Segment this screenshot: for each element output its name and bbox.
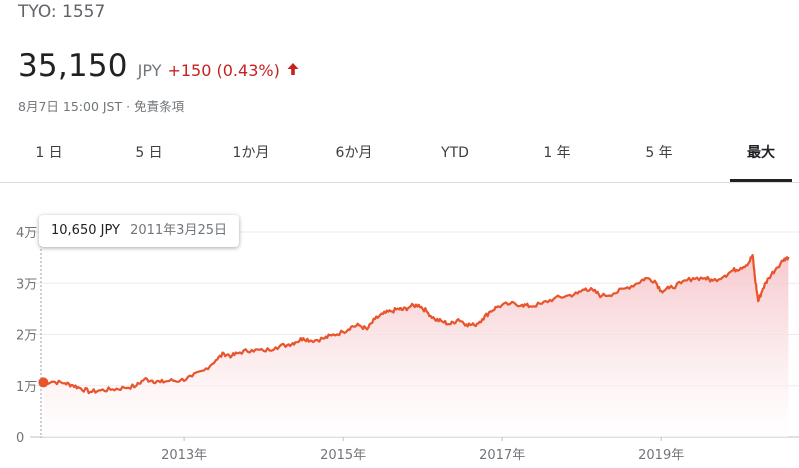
hover-point bbox=[38, 377, 49, 388]
range-tabs: 1 日 5 日 1か月 6か月 YTD 1 年 5 年 最大 bbox=[0, 138, 799, 183]
x-tick-label: 2019年 bbox=[638, 448, 684, 463]
y-tick-label: 2万 bbox=[16, 329, 37, 344]
price-line bbox=[43, 254, 790, 395]
tooltip-value: 10,650 JPY bbox=[51, 223, 120, 238]
y-tick-label: 1万 bbox=[16, 380, 37, 395]
price-meta: 8月7日 15:00 JST · 免責条項 bbox=[18, 96, 184, 115]
tab-6-month[interactable]: 6か月 bbox=[335, 145, 373, 161]
tab-1-day[interactable]: 1 日 bbox=[35, 145, 63, 161]
x-tick-label: 2015年 bbox=[320, 448, 366, 463]
tab-1-month[interactable]: 1か月 bbox=[232, 145, 270, 161]
disclaimer-link[interactable]: 免責条項 bbox=[134, 99, 185, 114]
y-tick-label: 3万 bbox=[16, 277, 37, 292]
price-area bbox=[43, 255, 789, 437]
separator: · bbox=[126, 99, 131, 114]
x-tick-label: 2017年 bbox=[479, 448, 525, 463]
currency: JPY bbox=[137, 61, 162, 80]
y-axis-labels: 0 1万 2万 3万 4万 bbox=[16, 226, 37, 446]
y-tick-label: 0 bbox=[16, 431, 24, 446]
x-tick-label: 2013年 bbox=[161, 448, 207, 463]
tab-5-day[interactable]: 5 日 bbox=[135, 145, 163, 161]
tooltip-date: 2011年3月25日 bbox=[130, 223, 227, 238]
arrow-up-icon bbox=[287, 63, 299, 75]
price-change: +150 (0.43%) bbox=[167, 61, 280, 80]
ticker-symbol: TYO: 1557 bbox=[18, 2, 106, 22]
tab-5-year[interactable]: 5 年 bbox=[645, 145, 673, 161]
tab-ytd[interactable]: YTD bbox=[441, 145, 469, 161]
chart-tooltip: 10,650 JPY 2011年3月25日 bbox=[39, 215, 239, 247]
y-tick-label: 4万 bbox=[16, 226, 37, 241]
price-row: 35,150 JPY +150 (0.43%) bbox=[18, 48, 300, 84]
current-price: 35,150 bbox=[18, 48, 128, 84]
tab-max[interactable]: 最大 bbox=[730, 138, 792, 182]
timestamp: 8月7日 15:00 JST bbox=[18, 99, 123, 114]
price-chart[interactable]: 0 1万 2万 3万 4万 2013年 2015年 2017年 2019年 bbox=[0, 182, 799, 468]
x-axis-labels: 2013年 2015年 2017年 2019年 bbox=[161, 437, 684, 463]
tab-1-year[interactable]: 1 年 bbox=[543, 145, 571, 161]
